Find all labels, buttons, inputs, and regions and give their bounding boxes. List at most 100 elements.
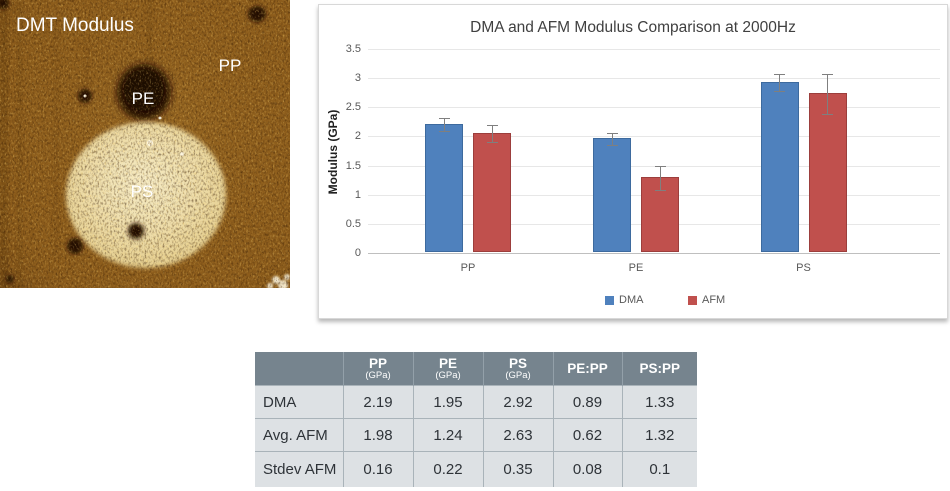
error-bar-dma-pe xyxy=(606,132,618,146)
afm-texture xyxy=(0,0,290,288)
header-label: PS xyxy=(508,356,527,371)
error-bar-cap-bottom xyxy=(774,90,785,92)
cell-value: 1.24 xyxy=(412,418,483,452)
cell-value: 0.16 xyxy=(342,451,413,487)
gridline-1.5 xyxy=(368,165,940,167)
cell-value: 2.63 xyxy=(482,418,553,452)
afm-image: DMT Modulus PP PE PS xyxy=(0,0,290,288)
error-bar-afm-pe xyxy=(654,165,666,192)
error-bar-stem xyxy=(611,132,613,146)
y-tick-2.5: 2.5 xyxy=(345,101,361,114)
error-bar-stem xyxy=(443,118,445,133)
cell-value: 1.33 xyxy=(621,385,697,419)
error-bar-cap-top xyxy=(654,165,666,167)
gridline-3 xyxy=(368,78,940,80)
table-header-row: PP (GPa) PE (GPa) PS (GPa) PE:PP PS:PP xyxy=(255,352,697,386)
afm-label-pp: PP xyxy=(219,56,242,75)
error-bar-afm-ps xyxy=(822,74,833,115)
afm-title: DMT Modulus xyxy=(16,15,134,36)
y-axis-ticks: 0 0.5 1 1.5 2 2.5 3 3.5 xyxy=(319,43,361,259)
error-bar-stem xyxy=(827,74,828,115)
error-bar-cap-top xyxy=(606,132,618,134)
table-row-avg-afm: Avg. AFM 1.98 1.24 2.63 0.62 1.32 xyxy=(255,418,697,452)
y-tick-3.5: 3.5 xyxy=(345,43,361,55)
header-unit: (GPa) xyxy=(435,370,461,381)
x-label-pe: PE xyxy=(628,262,644,274)
cell-value: 1.98 xyxy=(342,418,413,452)
cell-value: 0.89 xyxy=(552,385,622,419)
cell-value: 0.22 xyxy=(412,451,483,487)
data-table: PP (GPa) PE (GPa) PS (GPa) PE:PP PS:PP DMA 2.19 1.… xyxy=(255,352,697,487)
x-label-ps: PS xyxy=(796,262,811,274)
bar-afm-pp xyxy=(473,133,511,252)
header-corner-cell xyxy=(255,352,343,386)
gridline-2 xyxy=(368,136,940,138)
header-label: PP xyxy=(368,356,387,371)
cell-value: 0.35 xyxy=(482,451,553,487)
row-label: Avg. AFM xyxy=(255,418,343,452)
error-bar-cap-top xyxy=(438,118,450,120)
y-tick-1: 1 xyxy=(354,188,361,201)
header-label: PE:PP xyxy=(567,361,608,376)
error-bar-stem xyxy=(779,74,780,92)
cell-value: 0.62 xyxy=(552,418,622,452)
header-unit: (GPa) xyxy=(365,370,391,381)
row-label: DMA xyxy=(255,385,343,419)
table-header: PP (GPa) PE (GPa) PS (GPa) PE:PP PS:PP xyxy=(255,352,697,386)
table-body: DMA 2.19 1.95 2.92 0.89 1.33 Avg. AFM 1.98 1.24 2… xyxy=(255,385,697,487)
chart-title: DMA and AFM Modulus Comparison at 2000Hz xyxy=(470,19,796,36)
legend-swatch-afm xyxy=(688,295,697,305)
bar-dma-pp xyxy=(425,124,463,252)
legend-item-afm: AFM xyxy=(688,294,725,306)
header-unit: (GPa) xyxy=(505,370,531,381)
legend-item-dma: DMA xyxy=(605,294,643,306)
x-label-pp: PP xyxy=(460,262,476,274)
plot-area xyxy=(368,49,940,254)
y-tick-3: 3 xyxy=(354,72,361,85)
error-bar-dma-pp xyxy=(438,118,450,133)
cell-value: 1.95 xyxy=(412,385,483,419)
y-tick-0.5: 0.5 xyxy=(345,217,361,230)
header-cell-pe: PE (GPa) xyxy=(412,352,483,386)
row-label: Stdev AFM xyxy=(255,451,343,487)
error-bar-cap-bottom xyxy=(654,190,666,192)
error-bar-afm-pp xyxy=(486,124,498,144)
cell-value: 1.32 xyxy=(621,418,697,452)
afm-label-ps: PS xyxy=(131,182,154,201)
error-bar-cap-top xyxy=(822,74,833,76)
afm-label-pe: PE xyxy=(132,89,155,108)
error-bar-stem xyxy=(491,124,493,144)
error-bar-dma-ps xyxy=(774,74,785,92)
legend-label-dma: DMA xyxy=(619,294,644,306)
header-label: PE xyxy=(438,356,457,371)
y-tick-1.5: 1.5 xyxy=(345,159,361,172)
header-cell-ps-pp: PS:PP xyxy=(621,352,697,386)
header-cell-pe-pp: PE:PP xyxy=(552,352,622,386)
table-row-stdev-afm: Stdev AFM 0.16 0.22 0.35 0.08 0.1 xyxy=(255,451,697,487)
gridline-2.5 xyxy=(368,107,940,109)
error-bar-cap-bottom xyxy=(438,131,450,133)
error-bar-stem xyxy=(659,165,661,192)
error-bar-cap-bottom xyxy=(486,142,498,144)
cell-value: 2.92 xyxy=(482,385,553,419)
cell-value: 0.1 xyxy=(621,451,697,487)
error-bar-cap-bottom xyxy=(822,113,833,115)
error-bar-cap-bottom xyxy=(606,144,618,146)
y-tick-2: 2 xyxy=(354,130,361,143)
header-label: PS:PP xyxy=(639,361,680,376)
error-bar-cap-top xyxy=(486,124,498,126)
bar-dma-ps xyxy=(760,81,799,252)
modulus-table: PP (GPa) PE (GPa) PS (GPa) PE:PP PS:PP DMA 2.19 1.… xyxy=(255,352,697,487)
header-cell-ps: PS (GPa) xyxy=(482,352,553,386)
chart-panel: DMA and AFM Modulus Comparison at 2000Hz… xyxy=(318,4,948,319)
gridline-3.5 xyxy=(368,49,940,50)
header-cell-pp: PP (GPa) xyxy=(342,352,413,386)
error-bar-cap-top xyxy=(774,74,785,76)
gridline-0 xyxy=(368,253,940,254)
legend-swatch-dma xyxy=(605,295,614,305)
legend-label-afm: AFM xyxy=(702,294,726,306)
cell-value: 0.08 xyxy=(552,451,622,487)
bar-dma-pe xyxy=(593,138,631,252)
table-row-dma: DMA 2.19 1.95 2.92 0.89 1.33 xyxy=(255,385,697,419)
